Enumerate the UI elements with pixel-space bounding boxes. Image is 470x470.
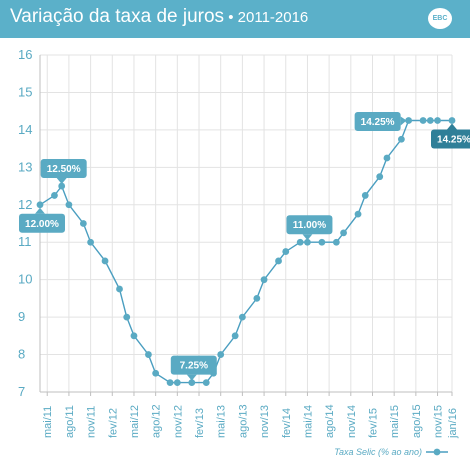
data-point [340,229,347,237]
annotation-pointer [400,116,407,126]
data-point [361,192,369,199]
data-point [238,313,246,321]
data-point [152,369,160,377]
data-point [253,294,261,302]
annotation-label: 7.25% [180,361,208,372]
data-point [79,220,87,227]
data-point [130,332,138,340]
x-tick-label: ago/13 [237,404,249,438]
data-point [296,238,304,246]
ebc-logo: EBC [428,8,452,29]
y-tick-label: 9 [18,309,25,324]
data-point [434,117,441,124]
data-point [332,238,340,246]
annotation-label: 14.25% [437,135,470,146]
data-point [87,238,94,246]
x-tick-label: nov/14 [346,405,358,438]
y-tick-label: 11 [18,234,32,249]
annotation-label: 12.00% [25,219,59,230]
annotation-box [286,215,333,235]
x-tick-label: nov/15 [433,405,445,438]
x-tick-label: mai/11 [42,406,54,438]
x-tick-label: fev/13 [194,408,206,438]
legend-label: Taxa Selic (% ao ano) [334,447,422,457]
x-tick-label: ago/14 [324,404,336,438]
x-tick-label: ago/11 [64,405,76,438]
annotation-label: 14.25% [361,117,395,128]
annotation-box [170,355,217,375]
data-point [383,154,391,162]
y-tick-label: 14 [18,122,32,137]
data-point [166,379,174,387]
data-point [188,379,196,387]
chart-title-years: • 2011-2016 [224,9,309,26]
annotation-label: 11.00% [293,220,326,231]
annotation-pointer [35,207,45,214]
series-line-selic [39,119,452,384]
x-tick-label: ago/15 [411,404,423,438]
chart-title: Variação da taxa de juros • 2011-2016 [10,6,308,28]
x-tick-label: mai/14 [302,405,314,438]
annotation-pointer [447,123,457,130]
x-tick-label: jan/16 [447,408,459,439]
data-point [173,379,181,387]
annotation-pointer [302,234,313,241]
annotation-pointer [56,178,67,185]
x-tick-label: mai/12 [129,405,141,438]
annotation-pointer [186,374,197,381]
y-tick-label: 15 [18,84,32,99]
data-point [318,238,326,246]
data-point [275,257,282,265]
data-point [448,117,456,124]
data-point [426,117,434,124]
data-point [65,201,73,209]
data-point [419,117,427,124]
y-tick-label: 16 [18,47,32,62]
x-tick-label: nov/12 [172,405,184,438]
data-point [231,332,239,340]
data-point [282,248,290,255]
data-point [116,285,123,293]
x-tick-label: ago/12 [151,404,163,438]
x-tick-label: fev/14 [281,408,293,438]
y-tick-label: 12 [18,197,32,212]
data-point [145,351,152,358]
annotation-box [431,129,470,149]
legend-marker [433,448,441,456]
chart-header: Variação da taxa de juros • 2011-2016 EB… [0,0,470,38]
data-point [217,351,225,358]
x-tick-label: nov/13 [259,405,271,438]
annotation-box [19,213,65,233]
annotation-label: 12.50% [47,164,81,175]
data-point [202,379,210,387]
data-point [101,257,109,265]
data-point [398,135,405,143]
data-point [304,238,311,246]
data-point [51,192,58,199]
x-tick-label: mai/15 [389,405,401,438]
y-tick-label: 13 [18,159,32,174]
data-point [123,313,131,321]
data-point [36,201,44,209]
x-tick-label: fev/12 [107,408,119,438]
y-tick-label: 7 [18,384,25,399]
x-tick-label: nov/11 [86,406,98,438]
chart-title-main: Variação da taxa de juros [10,6,225,27]
annotation-box [40,159,87,179]
y-tick-label: 8 [18,347,25,362]
data-point [405,117,413,124]
data-point [354,210,362,218]
data-point [58,182,66,190]
x-tick-label: fev/15 [367,408,379,438]
data-point [260,276,268,284]
y-tick-label: 10 [18,272,32,287]
data-point [376,173,384,181]
annotation-box [354,112,401,132]
x-tick-label: mai/13 [216,405,228,438]
